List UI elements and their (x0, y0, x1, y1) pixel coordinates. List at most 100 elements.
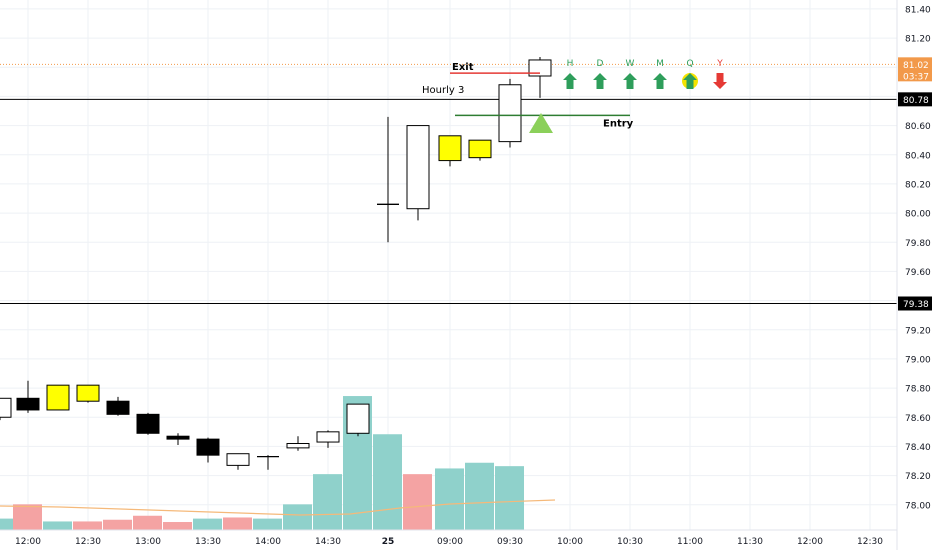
price-axis[interactable]: 81.4081.2081.0080.8080.6080.4080.2080.00… (896, 0, 932, 550)
candle (136, 412, 160, 435)
volume-bar (373, 434, 402, 530)
time-tick-label: 09:00 (437, 537, 463, 547)
time-tick-label: 10:00 (557, 537, 583, 547)
candle (468, 139, 492, 161)
time-tick-label: 12:00 (797, 537, 823, 547)
candle (346, 403, 370, 437)
arrow-up-icon (653, 73, 667, 89)
price-tick-label: 81.40 (905, 5, 931, 15)
volume-bar (465, 462, 494, 530)
candle-body (166, 435, 190, 440)
time-tick-label: 25 (382, 537, 395, 547)
candle (196, 437, 220, 463)
candle (106, 396, 130, 416)
grid (0, 0, 897, 530)
price-tick-label: 79.80 (905, 239, 931, 249)
time-tick-label: 12:30 (857, 537, 883, 547)
candle (377, 116, 399, 243)
entry-label: Entry (603, 118, 634, 129)
volume-bar (223, 517, 252, 530)
candle-body (0, 397, 12, 418)
volume-bar (13, 504, 42, 530)
price-badge-text: 80.78 (903, 96, 929, 106)
candle (16, 380, 40, 413)
time-tick-label: 11:30 (737, 537, 763, 547)
candle-body (46, 384, 70, 411)
price-tick-label: 78.40 (905, 443, 931, 453)
candle-body (438, 135, 462, 162)
signal-label: W (626, 59, 635, 69)
candle-body (286, 443, 310, 449)
volume-bars (0, 396, 524, 530)
candle (528, 57, 552, 98)
candle (257, 455, 279, 470)
time-tick-label: 09:30 (497, 537, 523, 547)
candle (498, 78, 522, 148)
candle-body (226, 453, 250, 466)
price-tick-label: 78.60 (905, 414, 931, 424)
candle-body (196, 438, 220, 456)
candle (226, 453, 250, 470)
candle-body (406, 125, 430, 210)
signal-m: M (653, 59, 667, 89)
candle-body (16, 397, 40, 411)
candle-body (346, 403, 370, 434)
candle-body (528, 59, 552, 77)
volume-bar (73, 521, 102, 530)
price-tick-label: 79.60 (905, 268, 931, 278)
volume-bar (163, 522, 192, 530)
candle (166, 433, 190, 445)
candle-body (498, 84, 522, 143)
candle (76, 384, 100, 403)
annotations: Exit Hourly 3 Entry (422, 62, 634, 133)
price-tick-label: 80.40 (905, 151, 931, 161)
candle-body (316, 431, 340, 443)
volume-bar (253, 518, 282, 530)
volume-bar (103, 519, 132, 530)
time-tick-label: 13:30 (195, 537, 221, 547)
volume-bar (313, 474, 342, 530)
entry-triangle-icon (529, 113, 553, 133)
time-tick-label: 13:00 (135, 537, 161, 547)
candle (316, 430, 340, 448)
arrow-up-icon (593, 73, 607, 89)
signal-label: H (567, 59, 574, 69)
moving-average (0, 499, 556, 516)
candle (406, 125, 430, 221)
price-badge-text: 81.02 (903, 61, 929, 71)
time-tick-label: 11:00 (677, 537, 703, 547)
volume-bar (0, 518, 14, 530)
signal-label: Q (686, 59, 693, 69)
price-tick-label: 80.60 (905, 122, 931, 132)
candle (0, 397, 12, 421)
volume-ma-line (0, 499, 556, 516)
time-tick-label: 12:00 (15, 537, 41, 547)
time-tick-label: 14:30 (315, 537, 341, 547)
volume-bar (435, 468, 464, 530)
time-tick-label: 12:30 (75, 537, 101, 547)
time-axis[interactable]: 12:00 12:30 13:00 13:30 14:00 14:30 25 09:00 09:… (0, 529, 897, 547)
price-tick-label: 78.00 (905, 501, 931, 511)
signal-label: Y (716, 59, 723, 69)
candles (0, 57, 552, 470)
volume-bar (133, 515, 162, 530)
signal-h: H (563, 59, 577, 89)
volume-bar (403, 474, 432, 530)
signal-label: D (597, 59, 604, 69)
candle (286, 436, 310, 451)
arrow-up-icon (563, 73, 577, 89)
arrow-up-icon (683, 73, 697, 89)
hourly-label: Hourly 3 (422, 85, 464, 96)
price-tick-label: 78.20 (905, 472, 931, 482)
candle-body (106, 400, 130, 415)
price-badge-countdown: 03:37 (903, 72, 929, 82)
price-tick-label: 81.20 (905, 35, 931, 45)
candle (438, 135, 462, 167)
price-tick-label: 79.00 (905, 355, 931, 365)
candle-body (136, 413, 160, 434)
candle-body (76, 384, 100, 402)
price-tick-label: 79.20 (905, 326, 931, 336)
